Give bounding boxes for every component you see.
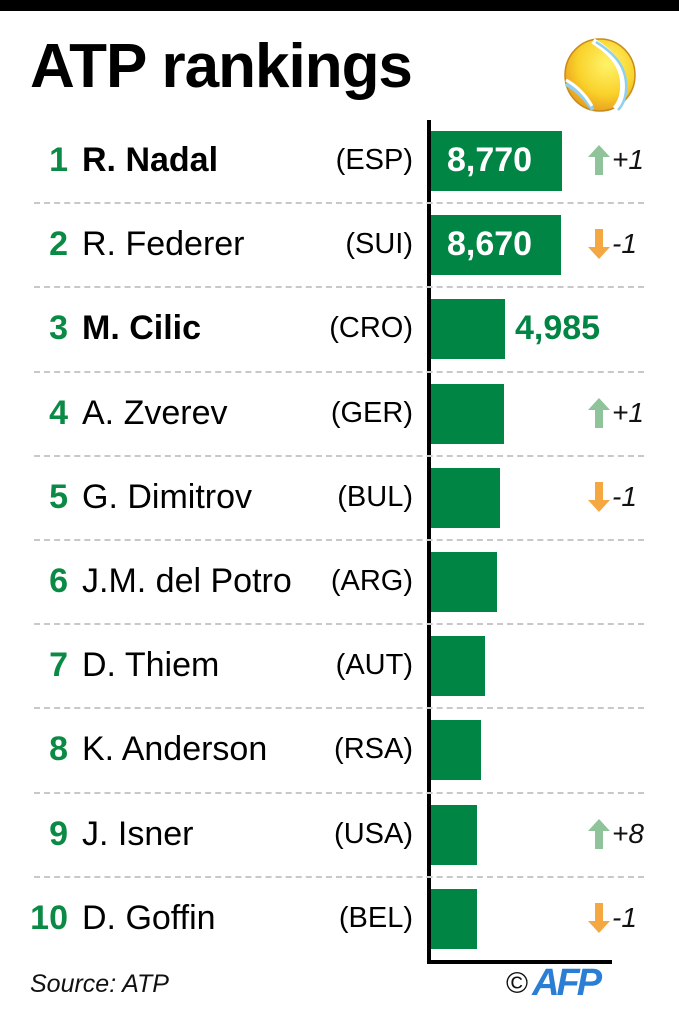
points-label: 4,985: [515, 309, 601, 348]
ranking-row: 8 K. Anderson (RSA): [0, 709, 679, 793]
arrow-up-icon: [588, 818, 610, 849]
points-bar: [431, 552, 497, 612]
player-country: (CRO): [329, 312, 413, 345]
points-bar: [431, 636, 485, 697]
player-name: G. Dimitrov: [82, 477, 252, 516]
afp-logo: AFP: [532, 962, 602, 1004]
points-bar: [431, 720, 481, 781]
player-name: D. Thiem: [82, 646, 220, 685]
rank-number: 4: [49, 393, 68, 432]
player-country: (ESP): [335, 144, 413, 176]
ranking-row: 10 D. Goffin (BEL) -1: [0, 878, 679, 962]
player-country: (AUT): [335, 649, 413, 682]
player-country: (BEL): [338, 901, 413, 934]
arrow-down-icon: [588, 481, 610, 512]
row-divider: [34, 623, 644, 626]
row-divider: [34, 791, 644, 794]
rank-change-value: -1: [612, 901, 637, 933]
rank-change: -1: [588, 228, 637, 260]
rank-change: +1: [588, 397, 644, 429]
points-bar: [431, 215, 561, 276]
player-country: (SUI): [345, 228, 413, 261]
points-bar: [431, 131, 562, 191]
player-name: A. Zverev: [82, 393, 228, 432]
player-name: J.M. del Potro: [82, 562, 292, 600]
ranking-row: 2 R. Federer (SUI) 8,670 -1: [0, 204, 679, 288]
rank-number: 5: [49, 477, 68, 516]
row-divider: [34, 202, 644, 205]
player-name: R. Federer: [82, 225, 245, 264]
top-bar: [0, 0, 679, 11]
rank-change-value: +1: [612, 396, 644, 428]
rank-change-value: +8: [612, 817, 644, 849]
player-country: (ARG): [330, 565, 413, 597]
ranking-row: 9 J. Isner (USA) +8: [0, 794, 679, 878]
rank-number: 6: [49, 562, 68, 600]
row-divider: [34, 875, 644, 878]
row-divider: [34, 539, 644, 541]
player-name: J. Isner: [82, 814, 194, 853]
chart-title: ATP rankings: [30, 32, 413, 101]
points-bar: [431, 383, 504, 444]
player-name: M. Cilic: [82, 309, 202, 348]
player-country: (USA): [334, 817, 413, 850]
rank-change: -1: [588, 902, 637, 934]
rank-number: 7: [49, 646, 68, 685]
player-name: D. Goffin: [82, 898, 216, 937]
rank-change: +8: [588, 818, 644, 850]
ranking-row: 6 J.M. del Potro (ARG): [0, 541, 679, 625]
player-country: (GER): [330, 396, 413, 429]
arrow-down-icon: [588, 229, 610, 260]
rank-number: 1: [49, 141, 68, 179]
ranking-row: 4 A. Zverev (GER) +1: [0, 373, 679, 457]
player-country: (RSA): [334, 733, 413, 766]
rank-change: -1: [588, 481, 637, 513]
arrow-up-icon: [588, 145, 610, 175]
points-bar: [431, 299, 505, 360]
ranking-row: 5 G. Dimitrov (BUL) -1: [0, 457, 679, 541]
rank-change: +1: [588, 144, 644, 176]
rank-number: 9: [49, 814, 68, 853]
ranking-row: 3 M. Cilic (CRO) 4,985: [0, 288, 679, 372]
tennis-ball-icon: [564, 38, 636, 112]
rank-change-value: -1: [612, 228, 637, 260]
player-name: R. Nadal: [82, 141, 219, 179]
x-axis-line: [427, 960, 612, 964]
points-label: 8,770: [447, 141, 533, 179]
copyright-symbol: ©: [506, 966, 529, 1000]
row-divider: [34, 707, 644, 710]
ranking-row: 1 R. Nadal (ESP) 8,770 +1: [0, 120, 679, 204]
rank-number: 8: [49, 730, 68, 769]
row-divider: [34, 286, 644, 289]
arrow-down-icon: [588, 902, 610, 933]
player-country: (BUL): [337, 480, 413, 513]
ranking-row: 7 D. Thiem (AUT): [0, 625, 679, 709]
points-bar: [431, 888, 477, 949]
source-note: Source: ATP: [30, 970, 169, 998]
row-divider: [34, 454, 644, 457]
rank-number: 3: [49, 309, 68, 348]
points-bar: [431, 804, 477, 865]
rank-number: 10: [30, 898, 68, 937]
rank-number: 2: [49, 225, 68, 264]
player-name: K. Anderson: [82, 730, 268, 769]
rank-change-value: +1: [612, 144, 644, 175]
row-divider: [34, 370, 644, 373]
arrow-up-icon: [588, 397, 610, 428]
y-axis-line: [427, 120, 431, 964]
points-bar: [431, 467, 500, 528]
points-label: 8,670: [447, 225, 533, 264]
afp-credit: © AFP: [506, 962, 602, 1005]
rank-change-value: -1: [612, 480, 637, 512]
